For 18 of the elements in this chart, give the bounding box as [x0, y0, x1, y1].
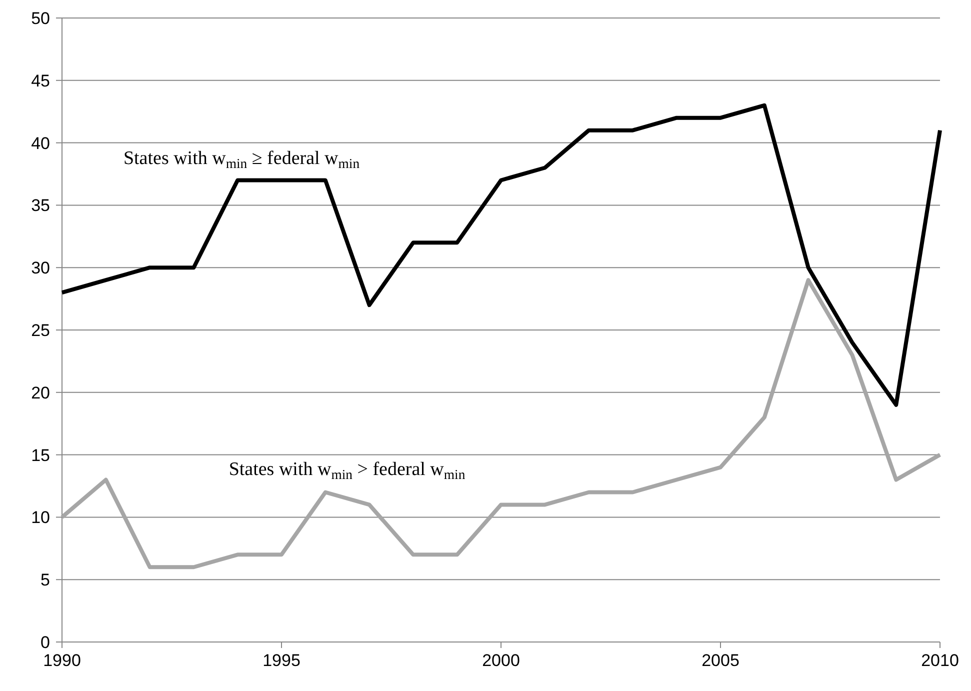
y-tick-label: 35 [31, 196, 50, 216]
y-tick-label: 30 [31, 258, 50, 278]
y-tick-label: 5 [40, 570, 50, 590]
y-tick-label: 10 [31, 508, 50, 528]
x-tick-label: 2000 [482, 651, 520, 670]
y-tick-label: 40 [31, 134, 50, 153]
y-tick-label: 50 [31, 8, 50, 28]
x-tick-label: 2005 [702, 651, 740, 670]
series-label: States with w$_{min}$ ≥ federal w$_{min}$ [123, 148, 360, 171]
x-tick-label: 1995 [262, 651, 300, 670]
y-tick-label: 15 [31, 446, 50, 465]
y-tick-label: 45 [31, 71, 50, 90]
y-tick-label: 20 [31, 383, 50, 402]
y-tick-label: 0 [40, 632, 50, 652]
y-tick-label: 25 [31, 320, 50, 340]
x-tick-label: 1990 [43, 651, 81, 670]
x-tick-label: 2010 [921, 651, 959, 670]
series-label: States with w$_{min}$ > federal w$_{min}$ [228, 458, 466, 482]
